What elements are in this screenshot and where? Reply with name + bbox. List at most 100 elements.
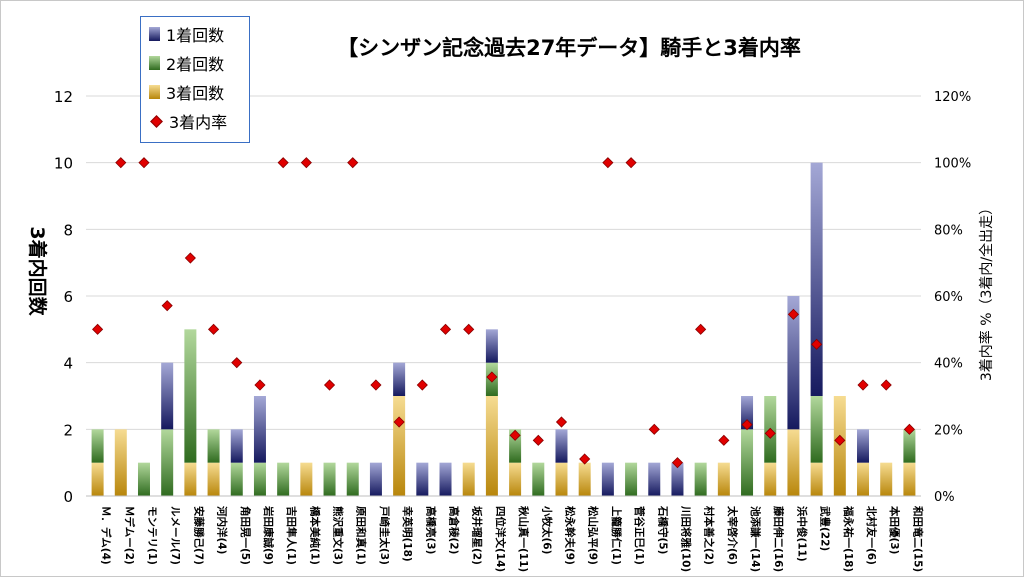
bar-1st bbox=[416, 462, 429, 496]
y2-tick-label: 40% bbox=[934, 357, 963, 372]
bar-1st bbox=[648, 462, 661, 496]
legend-label-thirds: 3着回数 bbox=[166, 84, 225, 103]
x-tick-label: 高橋亮(3) bbox=[424, 506, 437, 554]
legend-item-top3-rate: 3着内率 bbox=[149, 108, 227, 134]
x-tick-label: 河内洋(4) bbox=[216, 506, 229, 554]
bar-2nd bbox=[184, 329, 197, 463]
rate-marker bbox=[625, 157, 637, 169]
x-tick-label: 熊沢重文(3) bbox=[332, 506, 345, 565]
bar-2nd bbox=[230, 462, 243, 496]
bar-3rd bbox=[833, 396, 846, 496]
bar-2nd bbox=[161, 429, 174, 496]
legend: 1着回数 2着回数 3着回数 3着内率 bbox=[140, 16, 250, 143]
rate-marker bbox=[463, 323, 475, 335]
bar-2nd bbox=[625, 462, 638, 496]
x-tick-label: 菅谷正巳(1) bbox=[633, 506, 646, 565]
x-tick-label: 浜中俊(11) bbox=[795, 506, 808, 562]
bar-1st bbox=[555, 429, 568, 463]
rate-marker bbox=[231, 357, 243, 369]
x-tick-label: 岩田康誠(9) bbox=[262, 505, 275, 565]
rate-marker bbox=[161, 300, 173, 312]
x-tick-label: 福永祐一(18) bbox=[842, 505, 855, 572]
bar-2nd bbox=[91, 429, 104, 463]
bar-1st bbox=[439, 462, 452, 496]
bar-1st bbox=[161, 362, 174, 430]
bar-3rd bbox=[91, 462, 104, 496]
bar-1st bbox=[810, 162, 823, 396]
legend-label-wins: 1着回数 bbox=[166, 26, 225, 45]
bar-3rd bbox=[462, 462, 475, 496]
x-tick-label: 村本善之(2) bbox=[703, 506, 716, 565]
x-tick-label: 石橋守(5) bbox=[656, 505, 669, 554]
y2-tick-label: 60% bbox=[934, 290, 963, 305]
rate-marker bbox=[811, 338, 823, 350]
bar-3rd bbox=[114, 429, 127, 496]
rate-marker bbox=[486, 371, 498, 383]
x-tick-label: ルメール(7) bbox=[169, 506, 181, 565]
rate-marker bbox=[579, 453, 591, 465]
y2-tick-label: 120% bbox=[934, 90, 971, 105]
bar-3rd bbox=[578, 462, 591, 496]
x-tick-label: 川田将雅(10) bbox=[679, 505, 692, 572]
bar-2nd bbox=[903, 429, 916, 463]
rate-marker bbox=[903, 423, 915, 435]
bar-1st bbox=[485, 329, 498, 363]
rate-marker bbox=[741, 419, 753, 431]
rate-marker bbox=[439, 323, 452, 335]
bar-1st bbox=[230, 429, 243, 463]
bar-3rd bbox=[857, 462, 870, 496]
x-tick-label: 四位洋文(14) bbox=[494, 506, 507, 572]
x-tick-label: 戸崎圭太(3) bbox=[378, 505, 391, 565]
bar-3rd bbox=[555, 462, 568, 496]
x-tick-label: 和田竜二(15) bbox=[911, 505, 924, 572]
legend-swatch-thirds bbox=[149, 85, 160, 99]
x-tick-label: 松永幹夫(9) bbox=[563, 506, 576, 565]
rate-marker bbox=[648, 423, 660, 435]
x-tick-label: 本田優(3) bbox=[888, 506, 901, 554]
y-tick-label: 10 bbox=[54, 155, 73, 173]
rate-marker bbox=[718, 434, 730, 446]
x-tick-label: 橋本美純(1) bbox=[308, 506, 321, 565]
rate-marker bbox=[532, 434, 544, 446]
rate-marker bbox=[857, 379, 869, 391]
bar-1st bbox=[253, 396, 266, 463]
bar-2nd bbox=[346, 462, 359, 496]
rate-marker bbox=[602, 157, 614, 169]
x-tick-label: 武豊(22) bbox=[819, 506, 832, 551]
y2-tick-label: 80% bbox=[934, 223, 963, 238]
x-tick-label: モンテリ(1) bbox=[146, 506, 158, 565]
chart-title: 【シンザン記念過去27年データ】騎手と3着内率 bbox=[337, 36, 801, 60]
rate-marker bbox=[115, 157, 127, 169]
y-tick-label: 0 bbox=[63, 488, 73, 506]
bar-3rd bbox=[787, 429, 800, 496]
bar-3rd bbox=[393, 396, 406, 496]
y-tick-label: 12 bbox=[54, 88, 73, 106]
x-tick-label: 北村友一(6) bbox=[865, 506, 878, 565]
rate-marker bbox=[208, 323, 220, 335]
bar-2nd bbox=[207, 429, 220, 463]
rate-marker bbox=[347, 157, 359, 169]
rate-marker bbox=[880, 379, 892, 391]
x-tick-label: 秋山真一(11) bbox=[517, 506, 530, 572]
bar-1st bbox=[741, 396, 754, 430]
bar-1st bbox=[787, 296, 800, 430]
rate-marker bbox=[370, 379, 382, 391]
bar-2nd bbox=[694, 462, 707, 496]
bar-3rd bbox=[184, 462, 197, 496]
y2-tick-label: 0% bbox=[934, 490, 955, 505]
bar-2nd bbox=[810, 396, 823, 463]
x-tick-label: 藤田伸二(16) bbox=[772, 506, 785, 572]
bar-1st bbox=[857, 429, 870, 463]
rate-marker bbox=[277, 157, 289, 169]
x-tick-label: Ｍデムー(2) bbox=[123, 506, 136, 565]
rate-marker bbox=[254, 379, 266, 391]
rate-marker bbox=[764, 427, 776, 439]
bar-2nd bbox=[532, 462, 545, 496]
legend-item-thirds: 3着回数 bbox=[149, 79, 224, 105]
bar-1st bbox=[369, 462, 382, 496]
legend-item-seconds: 2着回数 bbox=[149, 50, 224, 76]
rate-marker bbox=[416, 379, 428, 391]
x-tick-label: 小牧太(6) bbox=[540, 505, 553, 554]
x-tick-label: 上籠勝仁(1) bbox=[610, 506, 623, 565]
bar-3rd bbox=[717, 462, 730, 496]
